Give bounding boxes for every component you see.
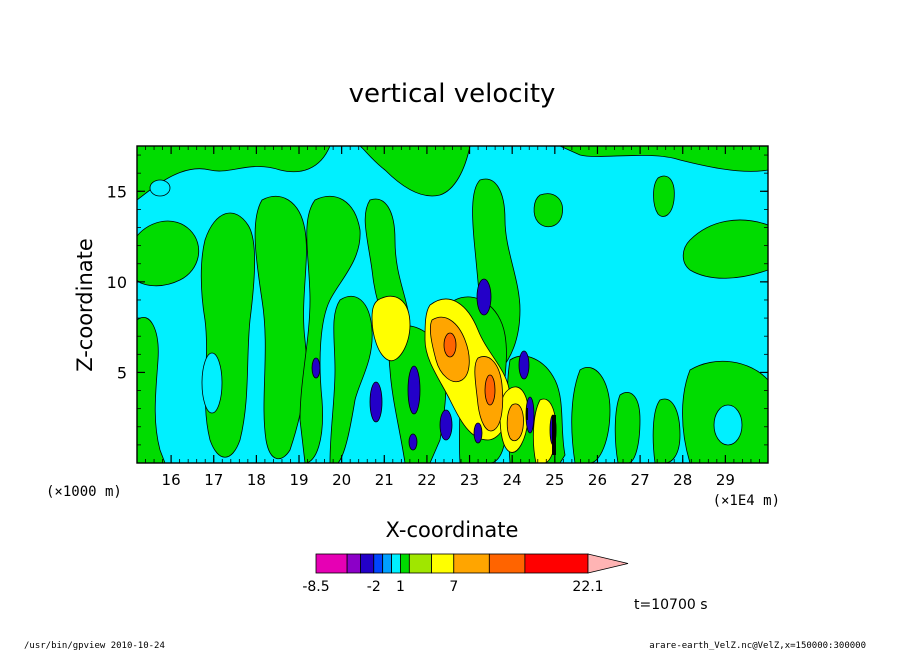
x-tick-label: 29 xyxy=(716,471,735,489)
contour-band-weak-downdraft xyxy=(149,179,743,446)
footer-program-info: /usr/bin/gpview 2010-10-24 xyxy=(24,641,165,651)
colorbar-segment xyxy=(315,553,348,574)
x-tick-label: 19 xyxy=(289,471,308,489)
colorbar-segment xyxy=(453,553,490,574)
colorbar-arrow xyxy=(587,553,629,574)
colorbar-segment xyxy=(400,553,410,574)
y-axis-unit: (×1000 m) xyxy=(46,484,122,500)
x-tick-label: 16 xyxy=(162,471,181,489)
colorbar: -8.5 -2 1 7 22.1 xyxy=(302,553,629,595)
colorbar-label: -2 xyxy=(367,579,381,595)
x-tick-label: 17 xyxy=(204,471,223,489)
colorbar-segment xyxy=(373,553,384,574)
footer-file-info: arare-earth_VelZ.nc@VelZ,x=150000:300000 xyxy=(649,641,866,651)
x-tick-label: 28 xyxy=(673,471,692,489)
colorbar-label: -8.5 xyxy=(302,579,329,595)
contour-field xyxy=(137,146,768,463)
y-axis: 5 10 15 xyxy=(107,154,768,446)
colorbar-segment xyxy=(488,553,526,574)
x-tick-label: 18 xyxy=(247,471,266,489)
colorbar-segment xyxy=(346,553,361,574)
colorbar-segment xyxy=(524,553,589,574)
contour-band-peak-downdraft xyxy=(526,408,556,455)
colorbar-label: 7 xyxy=(449,579,458,595)
x-tick-label: 27 xyxy=(631,471,650,489)
colorbar-label: 1 xyxy=(396,579,405,595)
x-tick-label: 21 xyxy=(375,471,394,489)
x-axis-unit: (×1E4 m) xyxy=(713,493,780,509)
contour-band-strong-downdraft xyxy=(311,278,557,451)
y-tick-label: 15 xyxy=(107,182,127,201)
colorbar-label: 22.1 xyxy=(572,579,603,595)
colorbar-segment xyxy=(382,553,392,574)
x-tick-label: 25 xyxy=(545,471,564,489)
x-axis: 16 17 18 19 20 21 22 23 24 25 26 27 28 29 xyxy=(136,146,769,489)
colorbar-segment xyxy=(408,553,432,574)
y-tick-label: 5 xyxy=(117,363,127,382)
chart-title: vertical velocity xyxy=(349,79,556,109)
x-tick-label: 26 xyxy=(588,471,607,489)
colorbar-segment xyxy=(360,553,375,574)
x-tick-label: 23 xyxy=(460,471,479,489)
y-axis-label: Z-coordinate xyxy=(73,238,97,372)
x-tick-label: 20 xyxy=(332,471,351,489)
x-tick-label: 24 xyxy=(503,471,522,489)
colorbar-segment xyxy=(391,553,401,574)
colorbar-segment xyxy=(431,553,455,574)
x-tick-label: 22 xyxy=(417,471,436,489)
x-axis-label: X-coordinate xyxy=(386,518,519,542)
contour-band-peak-updraft xyxy=(443,332,496,406)
time-label: t=10700 s xyxy=(634,597,708,613)
y-tick-label: 10 xyxy=(107,273,127,292)
